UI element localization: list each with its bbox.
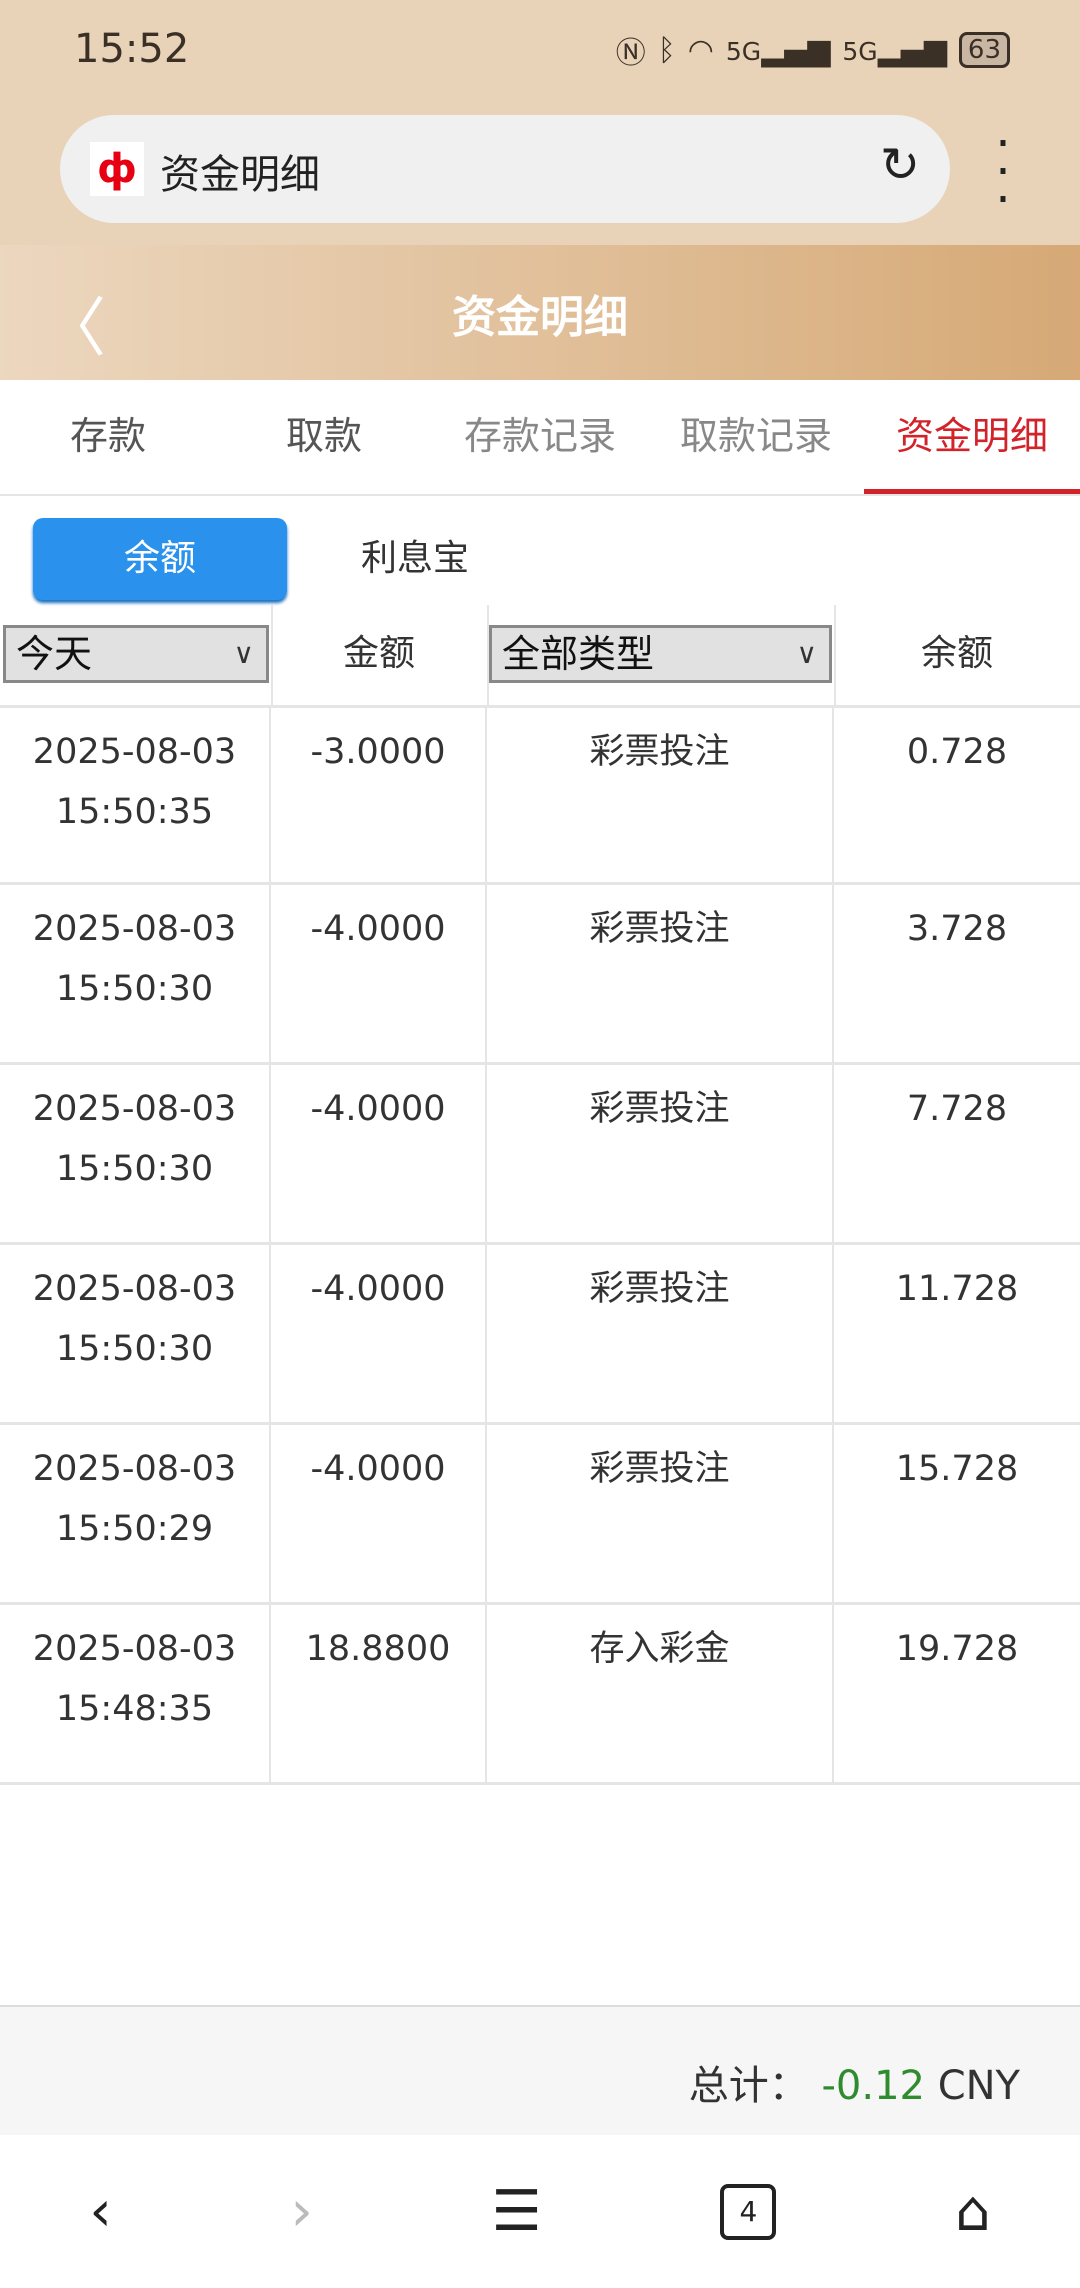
amount-cell: 18.8800 [271,1605,487,1782]
page-title: 资金明细 [452,292,628,343]
date-cell: 2025-08-03 15:48:35 [0,1605,271,1782]
date-filter-select[interactable]: 今天 ∨ [3,625,269,683]
type-cell: 彩票投注 [487,885,834,1062]
date-cell: 2025-08-03 15:50:35 [0,708,271,882]
table-row: 2025-08-03 15:50:30 -4.0000 彩票投注 7.728 [0,1065,1080,1245]
type-cell: 存入彩金 [487,1605,834,1782]
balance-header: 余额 [920,633,993,674]
forward-nav-icon[interactable]: › [290,2179,313,2244]
balance-cell: 11.728 [895,1269,1019,1309]
balance-cell: 19.728 [895,1629,1019,1669]
tab-bar: 存款 取款 存款记录 取款记录 资金明细 [0,380,1080,496]
table-row: 2025-08-03 15:50:30 -4.0000 彩票投注 3.728 [0,885,1080,1065]
date-filter-value: 今天 [16,632,93,676]
row-time: 15:50:30 [55,1149,214,1189]
total-label: 总计： [688,2063,809,2109]
date-cell: 2025-08-03 15:50:30 [0,1245,271,1422]
nfc-icon: Ⓝ [615,36,646,71]
clock: 15:52 [74,26,190,72]
tab-fund-details[interactable]: 资金明细 [864,380,1080,494]
row-time: 15:50:29 [55,1509,214,1549]
balance-cell: 0.728 [906,732,1008,772]
tab-withdraw-records[interactable]: 取款记录 [679,414,832,458]
balance-cell: 3.728 [906,909,1008,949]
type-filter-value: 全部类型 [502,632,655,676]
url-title: 资金明细 [160,152,320,198]
reload-icon[interactable]: ↻ [879,137,920,193]
wifi-icon: ◠ [687,32,714,68]
table-header: 今天 ∨ 金额 全部类型 ∨ 余额 [0,605,1080,705]
date-cell: 2025-08-03 15:50:29 [0,1425,271,1602]
row-date: 2025-08-03 [32,1449,237,1489]
balance-cell: 7.728 [906,1089,1008,1129]
table-row: 2025-08-03 15:48:35 18.8800 存入彩金 19.728 [0,1605,1080,1785]
row-time: 15:50:30 [55,1329,214,1369]
tabs-button[interactable]: 4 [720,2183,777,2240]
row-time: 15:50:30 [55,969,214,1009]
page-header: 〈 资金明细 [0,245,1080,380]
type-cell: 彩票投注 [487,1425,834,1602]
row-date: 2025-08-03 [32,732,237,772]
table-row: 2025-08-03 15:50:35 -3.0000 彩票投注 0.728 [0,705,1080,885]
home-icon[interactable]: ⌂ [955,2179,991,2244]
row-date: 2025-08-03 [32,909,237,949]
tab-deposit-records[interactable]: 存款记录 [463,414,616,458]
site-logo-icon: ф [90,142,144,196]
browser-nav-bar: ‹ › ☰ 4 ⌂ [0,2135,1080,2288]
more-menu-icon[interactable]: · · · [995,116,1011,228]
footer-total-bar: 总计： -0.12 CNY [0,2005,1080,2135]
divider [834,605,836,705]
signal-label: 5G [842,36,878,66]
currency: CNY [937,2063,1020,2109]
balance-cell: 15.728 [895,1449,1019,1489]
signal-label: 5G [725,36,762,66]
amount-cell: -4.0000 [271,1245,487,1422]
row-time: 15:48:35 [55,1689,214,1729]
date-cell: 2025-08-03 15:50:30 [0,1065,271,1242]
divider [487,605,489,705]
amount-cell: -3.0000 [271,708,487,882]
row-date: 2025-08-03 [32,1089,237,1129]
fund-table: 2025-08-03 15:50:35 -3.0000 彩票投注 0.728 2025-0… [0,705,1080,1785]
chevron-down-icon: ∨ [233,637,255,670]
type-cell: 彩票投注 [487,708,834,882]
type-filter-select[interactable]: 全部类型 ∨ [489,625,832,683]
table-row: 2025-08-03 15:50:29 -4.0000 彩票投注 15.728 [0,1425,1080,1605]
subtab-balance[interactable]: 余额 [33,518,287,600]
amount-cell: -4.0000 [271,1065,487,1242]
amount-cell: -4.0000 [271,885,487,1062]
subtab-interest[interactable]: 利息宝 [360,538,469,579]
signal-icon: 5G▂▄▆ [725,32,831,68]
type-cell: 彩票投注 [487,1065,834,1242]
tab-withdraw[interactable]: 取款 [285,414,362,458]
row-date: 2025-08-03 [32,1269,237,1309]
amount-header: 金额 [342,633,415,674]
type-cell: 彩票投注 [487,1245,834,1422]
row-time: 15:50:35 [55,792,214,832]
tab-deposit[interactable]: 存款 [69,414,146,458]
status-icons: Ⓝ ᛒ ◠ 5G▂▄▆ 5G▂▄▆ 63 [616,28,1010,72]
address-bar[interactable]: ф 资金明细 ↻ [60,115,950,223]
date-cell: 2025-08-03 15:50:30 [0,885,271,1062]
back-icon[interactable]: 〈 [42,292,106,366]
menu-icon[interactable]: ☰ [491,2179,542,2244]
row-date: 2025-08-03 [32,1629,237,1669]
table-row: 2025-08-03 15:50:30 -4.0000 彩票投注 11.728 [0,1245,1080,1425]
bluetooth-icon: ᛒ [657,32,676,68]
amount-cell: -4.0000 [271,1425,487,1602]
chevron-down-icon: ∨ [796,637,818,670]
total: 总计： -0.12 CNY [689,2053,1020,2111]
battery-icon: 63 [958,32,1010,68]
divider [271,605,273,705]
signal-icon: 5G▂▄▆ [842,32,947,68]
back-nav-icon[interactable]: ‹ [89,2179,112,2244]
total-value: -0.12 [821,2063,925,2109]
status-and-url-area: 15:52 Ⓝ ᛒ ◠ 5G▂▄▆ 5G▂▄▆ 63 ф 资金明细 ↻ · · · [0,0,1080,245]
